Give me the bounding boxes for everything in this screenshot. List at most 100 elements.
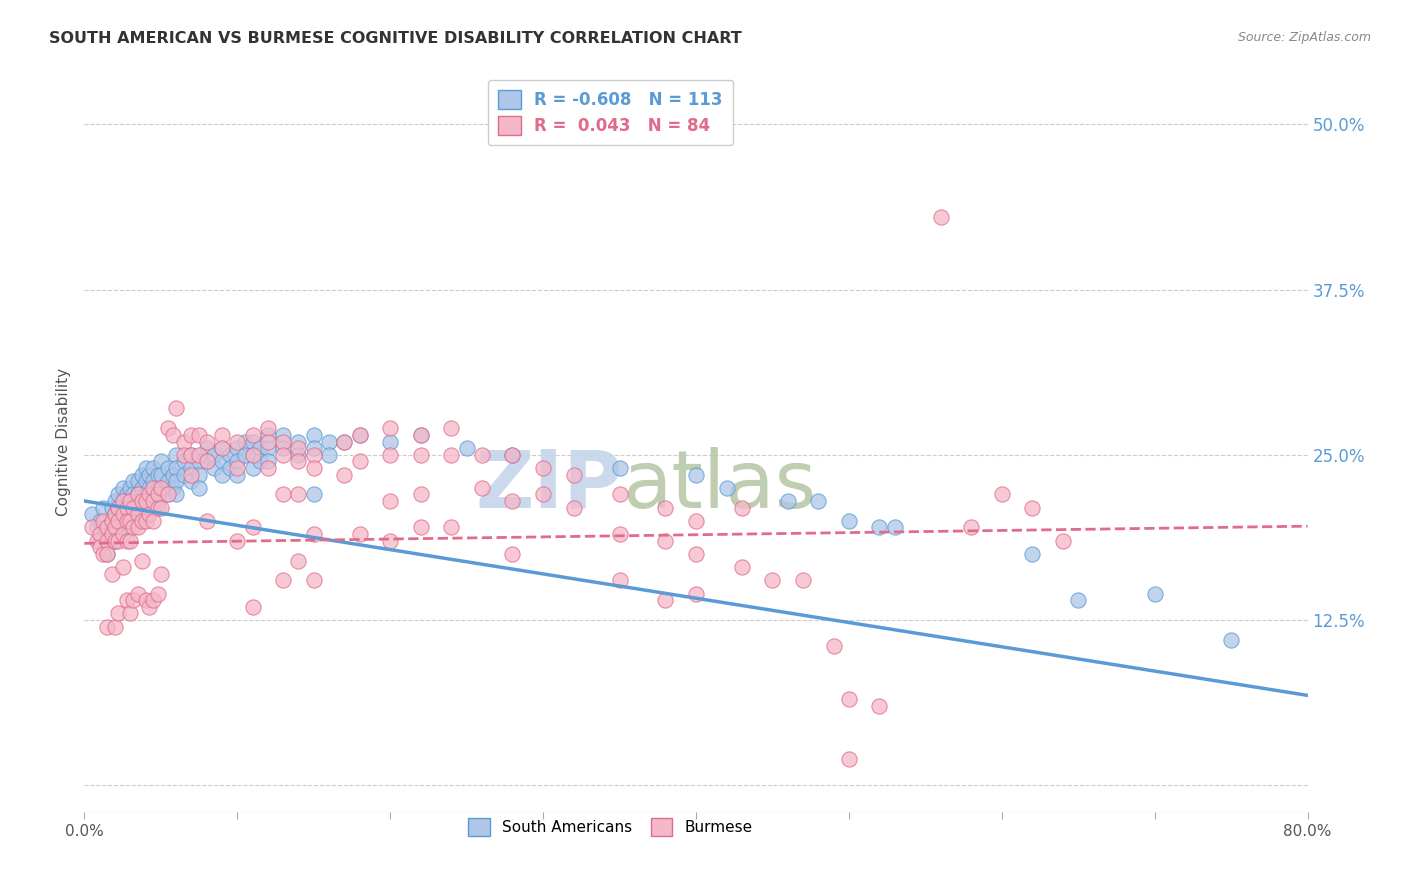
Text: ZIP: ZIP [475,447,623,525]
Point [142,487,165,501]
Point [149,467,172,482]
Point [838,514,860,528]
Point [149,566,172,581]
Point [89,527,111,541]
Point [89,533,111,548]
Point [211,428,233,442]
Point [127,520,149,534]
Point [531,487,554,501]
Point [146,500,169,515]
Point [869,520,891,534]
Point [96,533,118,548]
Point [685,547,707,561]
Point [131,481,153,495]
Point [302,428,325,442]
Point [202,461,225,475]
Point [86,520,108,534]
Point [96,520,118,534]
Point [104,494,127,508]
Point [138,487,160,501]
Point [165,487,187,501]
Point [531,461,554,475]
Point [107,514,129,528]
Point [96,547,118,561]
Point [211,454,233,468]
Text: atlas: atlas [623,447,817,525]
Point [138,467,160,482]
Point [654,533,676,548]
Point [991,487,1014,501]
Point [135,500,157,515]
Point [287,434,309,449]
Text: Source: ZipAtlas.com: Source: ZipAtlas.com [1237,31,1371,45]
Point [157,461,180,475]
Text: SOUTH AMERICAN VS BURMESE COGNITIVE DISABILITY CORRELATION CHART: SOUTH AMERICAN VS BURMESE COGNITIVE DISA… [49,31,742,46]
Point [120,481,142,495]
Point [115,593,138,607]
Point [86,533,108,548]
Point [1021,500,1043,515]
Point [101,514,124,528]
Point [120,508,142,522]
Point [135,461,157,475]
Point [149,481,172,495]
Point [202,448,225,462]
Point [173,434,195,449]
Point [195,434,218,449]
Point [226,454,249,468]
Point [287,441,309,455]
Point [349,428,371,442]
Point [111,508,134,522]
Point [242,599,264,614]
Point [127,487,149,501]
Point [165,448,187,462]
Point [142,593,165,607]
Point [122,520,145,534]
Point [609,487,631,501]
Point [91,547,114,561]
Point [91,500,114,515]
Point [257,454,280,468]
Point [142,474,165,488]
Point [173,448,195,462]
Point [226,467,249,482]
Point [131,553,153,567]
Point [242,448,264,462]
Point [120,520,142,534]
Point [440,421,463,435]
Point [135,487,157,501]
Point [471,448,494,462]
Point [409,448,432,462]
Point [111,527,134,541]
Point [107,514,129,528]
Point [188,481,211,495]
Point [195,514,218,528]
Point [792,574,814,588]
Point [142,481,165,495]
Point [562,467,585,482]
Point [101,566,124,581]
Point [349,527,371,541]
Point [440,520,463,534]
Point [104,533,127,548]
Point [107,533,129,548]
Point [146,481,169,495]
Point [131,494,153,508]
Point [149,500,172,515]
Point [115,514,138,528]
Point [609,527,631,541]
Point [127,487,149,501]
Point [188,467,211,482]
Point [127,586,149,600]
Point [162,467,184,482]
Point [409,428,432,442]
Point [89,514,111,528]
Point [502,448,524,462]
Point [131,514,153,528]
Point [218,461,240,475]
Point [1143,586,1166,600]
Point [96,620,118,634]
Point [115,500,138,515]
Point [271,434,294,449]
Point [91,514,114,528]
